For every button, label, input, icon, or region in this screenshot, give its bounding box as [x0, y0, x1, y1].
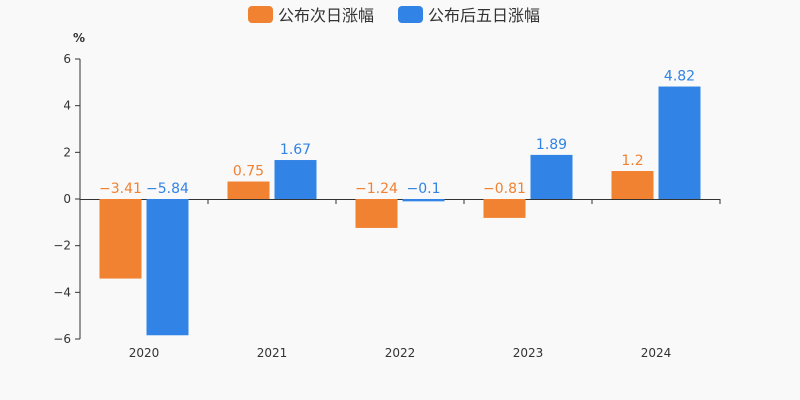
bar[interactable]: [227, 181, 270, 200]
legend: 公布次日涨幅 公布后五日涨幅: [248, 6, 540, 25]
x-tick-label: 2021: [257, 346, 288, 360]
bar[interactable]: [483, 199, 526, 218]
x-tick-label: 2022: [385, 346, 416, 360]
y-tick-label: 6: [63, 52, 71, 66]
data-label: −1.24: [355, 181, 398, 197]
x-axis-ticks: 2020 2021 2022 2023 2024: [79, 199, 721, 360]
y-tick-label: −2: [53, 239, 71, 253]
y-tick-label: 0: [63, 192, 71, 206]
data-label: 1.89: [536, 137, 567, 153]
x-tick-label: 2020: [129, 346, 160, 360]
data-label: 1.67: [280, 142, 311, 158]
data-labels: −3.41 0.75 −1.24 −0.81 1.2 −5.84 1.67 −0.1 1.89 4…: [99, 69, 695, 197]
bar[interactable]: [530, 154, 573, 199]
data-label: 4.82: [664, 69, 695, 85]
legend-item-five-day[interactable]: 公布后五日涨幅: [398, 6, 540, 25]
bar[interactable]: [99, 199, 142, 279]
legend-label-next-day: 公布次日涨幅: [278, 6, 374, 25]
data-label: −5.84: [146, 181, 189, 197]
bar[interactable]: [611, 171, 654, 199]
bar[interactable]: [274, 160, 317, 199]
y-axis-unit: %: [73, 31, 85, 45]
legend-label-five-day: 公布后五日涨幅: [428, 6, 540, 25]
x-tick-label: 2023: [513, 346, 544, 360]
data-label: −0.1: [407, 181, 441, 197]
y-tick-label: −6: [53, 332, 71, 346]
data-label: −3.41: [99, 181, 142, 197]
bar[interactable]: [402, 199, 445, 202]
legend-swatch-next-day: [248, 6, 273, 23]
x-tick-label: 2024: [641, 346, 672, 360]
y-tick-label: 2: [63, 145, 71, 159]
y-tick-label: −4: [53, 285, 71, 299]
bars: [99, 86, 701, 336]
legend-swatch-five-day: [398, 6, 423, 23]
bar[interactable]: [355, 199, 398, 228]
data-label: 1.2: [621, 153, 643, 169]
y-tick-label: 4: [63, 99, 71, 113]
data-label: −0.81: [483, 181, 526, 197]
y-axis-ticks: 6 4 2 0 −2 −4 −6: [53, 52, 80, 346]
bar[interactable]: [146, 199, 189, 336]
legend-item-next-day[interactable]: 公布次日涨幅: [248, 6, 374, 25]
bar[interactable]: [658, 86, 701, 199]
data-label: 0.75: [233, 164, 264, 180]
